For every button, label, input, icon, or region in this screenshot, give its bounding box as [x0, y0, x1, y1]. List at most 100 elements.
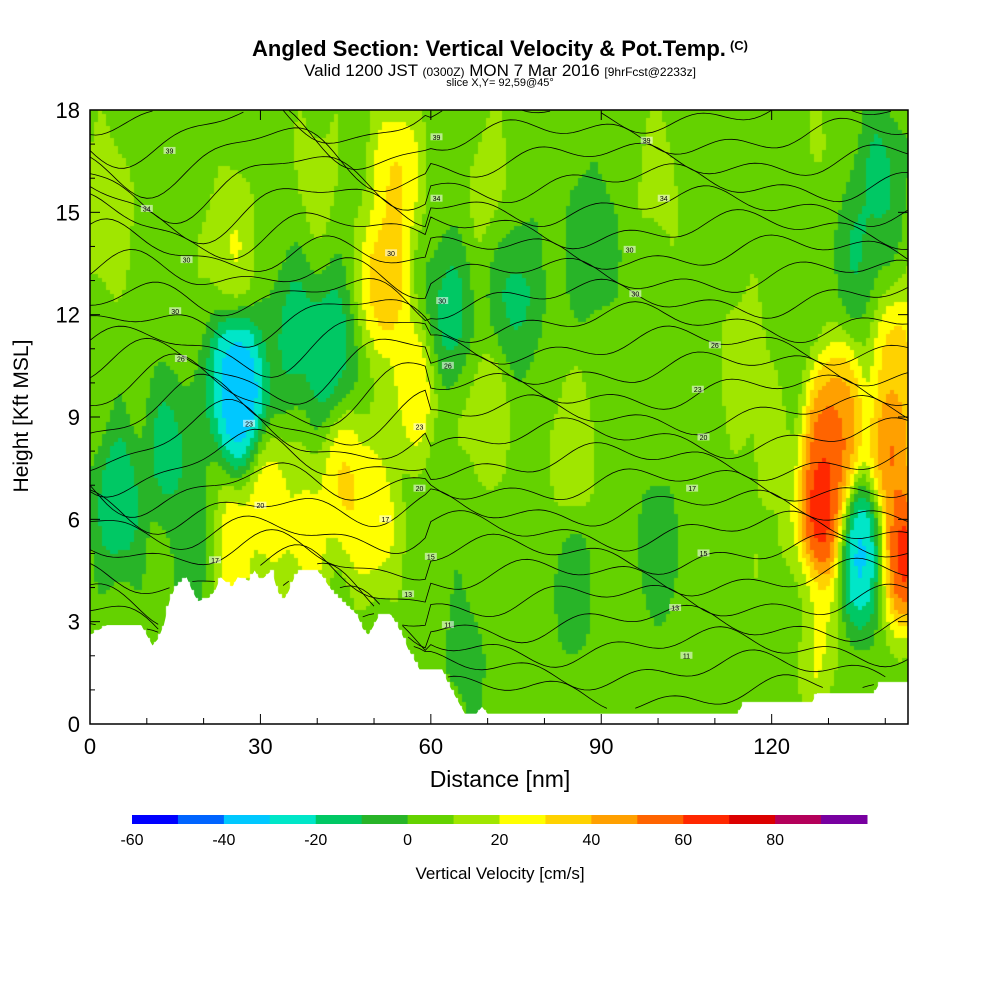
colorbar-swatch [821, 815, 868, 824]
contour-label: 30 [631, 292, 639, 299]
contour-label-bg [169, 307, 182, 315]
contour-label-bg [243, 419, 256, 427]
colorbar-swatch [775, 815, 822, 824]
y-tick-label: 0 [68, 712, 80, 737]
contour-label: 17 [688, 486, 696, 493]
colorbar-swatch [637, 815, 684, 824]
colorbar-label: Vertical Velocity [cm/s] [415, 864, 585, 883]
colorbar-tick-label: 80 [766, 832, 784, 849]
colorbar-swatch [683, 815, 730, 824]
contour-label: 30 [387, 251, 395, 258]
contour-label-bg [254, 501, 267, 509]
colorbar-swatch [132, 815, 179, 824]
contour-label-bg [413, 423, 426, 431]
y-tick-label: 3 [68, 610, 80, 635]
colorbar-tick-label: 0 [403, 832, 412, 849]
theta-contour-line [89, 278, 909, 321]
contour-label: 30 [183, 258, 191, 265]
x-tick-label: 120 [753, 734, 790, 759]
x-tick-label: 30 [248, 734, 272, 759]
contour-label: 11 [683, 653, 690, 660]
contour-label: 34 [660, 196, 668, 203]
contour-label: 34 [433, 196, 441, 203]
theta-contour-line [89, 428, 909, 498]
theta-contour-line [413, 646, 886, 691]
theta-contour-line [89, 613, 909, 668]
contour-label-bg [441, 621, 454, 629]
contour-label: 13 [404, 592, 412, 599]
contour-label: 20 [257, 503, 265, 510]
colorbar-swatch [729, 815, 776, 824]
subtitle-fcst: [9hrFcst@2233z] [604, 65, 696, 79]
contour-label-bg [208, 556, 221, 564]
chart-subtitle: Valid 1200 JST (0300Z) MON 7 Mar 2016 [9… [0, 61, 1000, 81]
theta-contour-line [89, 373, 909, 446]
contour-label-bg [424, 552, 437, 560]
colorbar-swatch [315, 815, 363, 824]
theta-contour-line [89, 156, 909, 225]
contour-label: 26 [444, 363, 452, 370]
contour-label: 39 [166, 148, 174, 155]
contour-label: 17 [381, 517, 389, 524]
chart-title-tag: (C) [729, 38, 748, 53]
contour-label-bg [708, 341, 721, 349]
theta-contour-line [89, 398, 909, 472]
contour-label: 13 [671, 606, 679, 613]
colorbar-tick-label: 20 [491, 832, 509, 849]
y-tick-label: 12 [56, 303, 80, 328]
colorbar-tick-label: -20 [304, 832, 327, 849]
x-axis: 0 30 60 90 120 [84, 110, 886, 759]
contour-label: 34 [143, 206, 151, 213]
contour-label: 26 [711, 343, 719, 350]
contour-label: 39 [643, 138, 651, 145]
slice-info: slice X,Y= 92,59@45° [446, 77, 554, 89]
theta-contour-line [89, 185, 909, 245]
contour-label-bg [180, 256, 193, 264]
contour-label: 11 [444, 623, 451, 630]
subtitle-date: MON 7 Mar 2016 [469, 61, 600, 80]
contour-label: 23 [245, 421, 253, 428]
contour-label: 39 [433, 135, 441, 142]
theta-contour-line [89, 544, 909, 603]
contour-label-bg [430, 194, 443, 202]
contour-label-bg [686, 484, 699, 492]
colorbar-swatch [223, 815, 271, 824]
x-tick-label: 60 [419, 734, 443, 759]
y-tick-label: 15 [56, 200, 80, 225]
contour-label-bg [441, 361, 454, 369]
x-tick-label: 0 [84, 734, 96, 759]
colorbar-tick-label: -40 [212, 832, 235, 849]
theta-contour-line [89, 319, 909, 378]
colorbar-swatch [453, 815, 500, 824]
theta-contour-line [89, 488, 909, 535]
contour-label: 30 [438, 299, 446, 306]
theta-contour-line [89, 109, 892, 144]
theta-contour-line [89, 249, 909, 300]
contour-label: 20 [700, 435, 708, 442]
theta-contour-line [447, 674, 874, 709]
theta-contour-line [89, 127, 909, 199]
colorbar-tick-label: 60 [674, 832, 692, 849]
contour-label-bg [657, 194, 670, 202]
chart-title-text: Angled Section: Vertical Velocity & Pot.… [252, 36, 726, 61]
y-tick-label: 6 [68, 507, 80, 532]
theta-contour-line [89, 529, 909, 581]
contour-label: 30 [626, 247, 634, 254]
contour-label: 17 [211, 558, 219, 565]
colorbar-swatch [177, 815, 225, 824]
chart-title: Angled Section: Vertical Velocity & Pot.… [0, 36, 1000, 62]
theta-contour-line [89, 337, 909, 405]
y-tick-label: 18 [56, 98, 80, 123]
y-axis: 0 3 6 9 12 15 18 [56, 98, 908, 737]
colorbar-swatch [499, 815, 546, 824]
contour-label-bg [623, 245, 636, 253]
colorbar: -60 -40 -20 0 20 40 60 80 [120, 815, 868, 849]
theta-contour-line [89, 109, 909, 170]
contour-label: 26 [177, 357, 185, 364]
theta-contours [89, 109, 909, 709]
y-tick-label: 9 [68, 405, 80, 430]
contour-label: 15 [700, 551, 708, 558]
y-axis-label: Height [Kft MSL] [10, 339, 33, 493]
colorbar-swatch [269, 815, 317, 824]
